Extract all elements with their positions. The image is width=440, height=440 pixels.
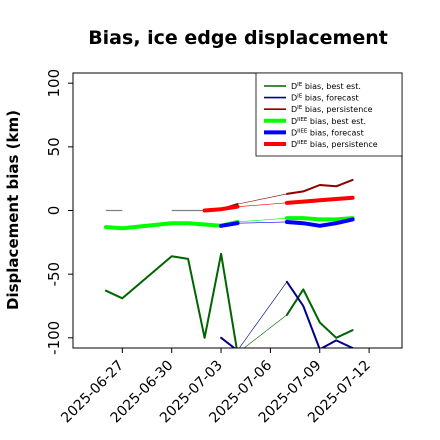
series-2-line-segment-1 [285,178,354,195]
y-tick-label: 100 [45,69,63,98]
series-3-line-segment-1 [284,216,355,222]
legend-label-1: DIE bias, forecast [291,94,359,103]
gap-connector-4 [237,193,287,205]
legend-label-2: DIE bias, persistence [291,105,373,114]
series-1-line-segment-0 [220,336,236,348]
series-0-line-segment-0 [104,252,238,348]
gap-connector-3 [238,281,288,348]
y-axis-label: Displacement bias (km) [4,110,22,310]
series-1-line-segment-1 [285,280,354,348]
gap-connector-7 [237,202,287,207]
y-tick-label: 50 [45,137,63,156]
legend-label-0: DIE bias, best est. [291,82,361,91]
chart-title: Bias, ice edge displacement [88,27,388,49]
series-4-line-segment-0 [219,221,240,228]
legend: DIE bias, best est. DIE bias, forecast DIE… [255,72,403,157]
y-tick-label: 0 [45,206,63,216]
legend-label-3: DIIEE bias, best est. [291,117,366,126]
gap-connector-6 [237,221,287,224]
series-5-line-segment-0 [202,204,240,213]
series-5-line-segment-1 [284,195,355,205]
y-tick-label: -100 [45,321,63,355]
series-3-line-segment-0 [103,220,240,231]
gap-connector-2 [243,314,288,348]
gap-connector-5 [237,217,287,223]
y-tick-label: -50 [45,262,63,287]
legend-label-5: DIIEE bias, persistence [291,140,378,149]
series-4-line-segment-1 [284,217,355,228]
legend-label-4: DIIEE bias, forecast [291,128,364,137]
